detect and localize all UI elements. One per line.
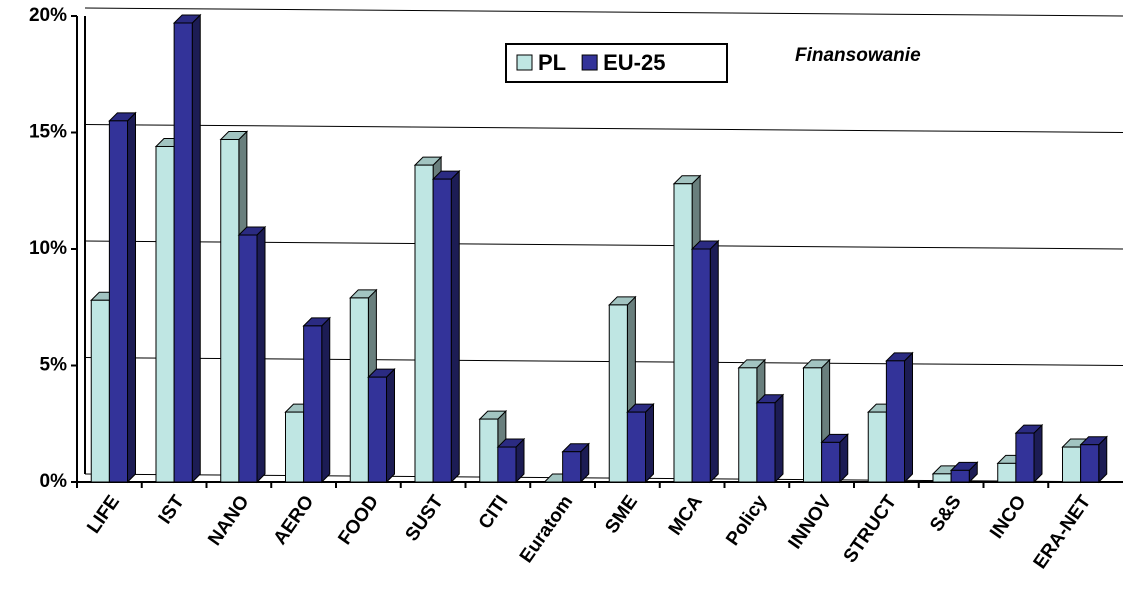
x-tick-label: SME bbox=[601, 492, 642, 538]
bar bbox=[238, 234, 258, 483]
x-tick-label: STRUCT bbox=[840, 491, 902, 566]
bar-side bbox=[645, 402, 655, 484]
bar bbox=[479, 418, 499, 483]
legend-box bbox=[505, 43, 728, 83]
bar bbox=[997, 462, 1017, 483]
bar bbox=[885, 360, 906, 483]
x-tick-label: CITI bbox=[475, 492, 513, 533]
x-tick-label: INNOV bbox=[785, 491, 837, 553]
bar bbox=[950, 469, 970, 483]
bar-side bbox=[774, 393, 784, 484]
y-tick-label: 20% bbox=[29, 5, 67, 26]
y-tick-label: 5% bbox=[40, 355, 68, 376]
bar bbox=[497, 446, 517, 483]
y-tick-label: 10% bbox=[29, 238, 67, 259]
bar bbox=[90, 299, 110, 483]
bar bbox=[867, 411, 887, 483]
x-tick-label: Euratom bbox=[516, 492, 577, 567]
bar-side bbox=[709, 239, 719, 484]
bar-side bbox=[191, 13, 201, 484]
y-tick-label: 15% bbox=[29, 122, 67, 143]
bar-side bbox=[256, 225, 266, 484]
x-tick-label: SUST bbox=[402, 491, 448, 545]
x-tick-label: INCO bbox=[986, 492, 1030, 543]
bar bbox=[1015, 432, 1035, 483]
legend-label: PL bbox=[538, 50, 566, 75]
x-tick-label: AERO bbox=[270, 492, 319, 549]
bar bbox=[673, 183, 693, 483]
x-tick-label: FOOD bbox=[334, 492, 383, 549]
bar bbox=[691, 248, 711, 483]
bar bbox=[349, 297, 369, 483]
bar bbox=[1061, 446, 1082, 483]
x-tick-label: NANO bbox=[204, 492, 253, 550]
legend-label: EU-25 bbox=[603, 50, 665, 75]
x-tick-label: Policy bbox=[722, 491, 772, 549]
bar bbox=[414, 164, 434, 483]
grid-line bbox=[84, 7, 1123, 17]
annotation: Finansowanie bbox=[795, 45, 921, 66]
bar-side bbox=[386, 367, 396, 484]
bar-side bbox=[321, 316, 331, 484]
bar bbox=[303, 325, 323, 483]
bar-side bbox=[127, 111, 137, 484]
x-tick-label: MCA bbox=[665, 491, 707, 539]
x-tick-label: S&S bbox=[926, 492, 966, 536]
bar bbox=[821, 441, 841, 483]
bar bbox=[738, 367, 758, 483]
x-tick-label: IST bbox=[155, 491, 189, 528]
bar-side bbox=[1033, 423, 1043, 484]
bar bbox=[220, 138, 240, 483]
y-tick-label: 0% bbox=[40, 471, 68, 492]
bar bbox=[802, 367, 823, 483]
bar bbox=[932, 473, 952, 483]
bar bbox=[608, 304, 628, 483]
bar bbox=[367, 376, 388, 483]
legend-swatch bbox=[581, 54, 598, 71]
bar bbox=[108, 120, 129, 483]
bar-side bbox=[904, 351, 914, 484]
bar bbox=[173, 22, 193, 483]
bar bbox=[756, 402, 776, 483]
x-tick-label: LIFE bbox=[83, 492, 124, 538]
legend-swatch bbox=[516, 54, 533, 71]
bar bbox=[155, 145, 175, 483]
bar bbox=[284, 411, 305, 483]
bar bbox=[562, 451, 582, 483]
bar bbox=[626, 411, 647, 483]
bar bbox=[1080, 444, 1100, 483]
grid-line bbox=[84, 124, 1123, 133]
bar bbox=[432, 178, 452, 483]
bar-side bbox=[450, 169, 460, 484]
x-tick-label: ERA-NET bbox=[1030, 491, 1096, 573]
